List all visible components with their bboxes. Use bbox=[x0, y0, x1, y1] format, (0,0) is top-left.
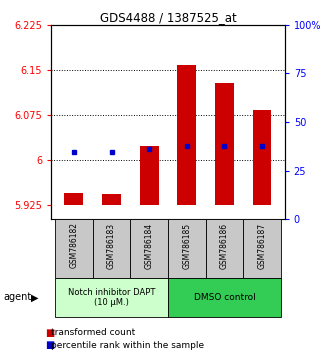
Text: agent: agent bbox=[3, 292, 31, 302]
Bar bbox=[215, 83, 234, 205]
Text: ▶: ▶ bbox=[31, 292, 39, 302]
Text: GSM786183: GSM786183 bbox=[107, 222, 116, 269]
Text: GSM786187: GSM786187 bbox=[258, 222, 266, 269]
Bar bbox=[177, 65, 196, 205]
Bar bbox=[253, 110, 271, 205]
Text: DMSO control: DMSO control bbox=[194, 293, 255, 302]
Text: ■: ■ bbox=[45, 328, 54, 338]
Text: transformed count: transformed count bbox=[51, 328, 136, 337]
Bar bbox=[102, 194, 121, 205]
Text: GSM786184: GSM786184 bbox=[145, 222, 154, 269]
Text: percentile rank within the sample: percentile rank within the sample bbox=[51, 341, 205, 350]
Text: GSM786186: GSM786186 bbox=[220, 222, 229, 269]
Text: ■: ■ bbox=[45, 340, 54, 350]
Text: Notch inhibitor DAPT
(10 μM.): Notch inhibitor DAPT (10 μM.) bbox=[68, 288, 155, 307]
Title: GDS4488 / 1387525_at: GDS4488 / 1387525_at bbox=[100, 11, 236, 24]
Text: GSM786182: GSM786182 bbox=[70, 222, 78, 268]
Text: GSM786185: GSM786185 bbox=[182, 222, 191, 269]
Bar bbox=[65, 193, 83, 205]
Bar bbox=[140, 147, 159, 205]
